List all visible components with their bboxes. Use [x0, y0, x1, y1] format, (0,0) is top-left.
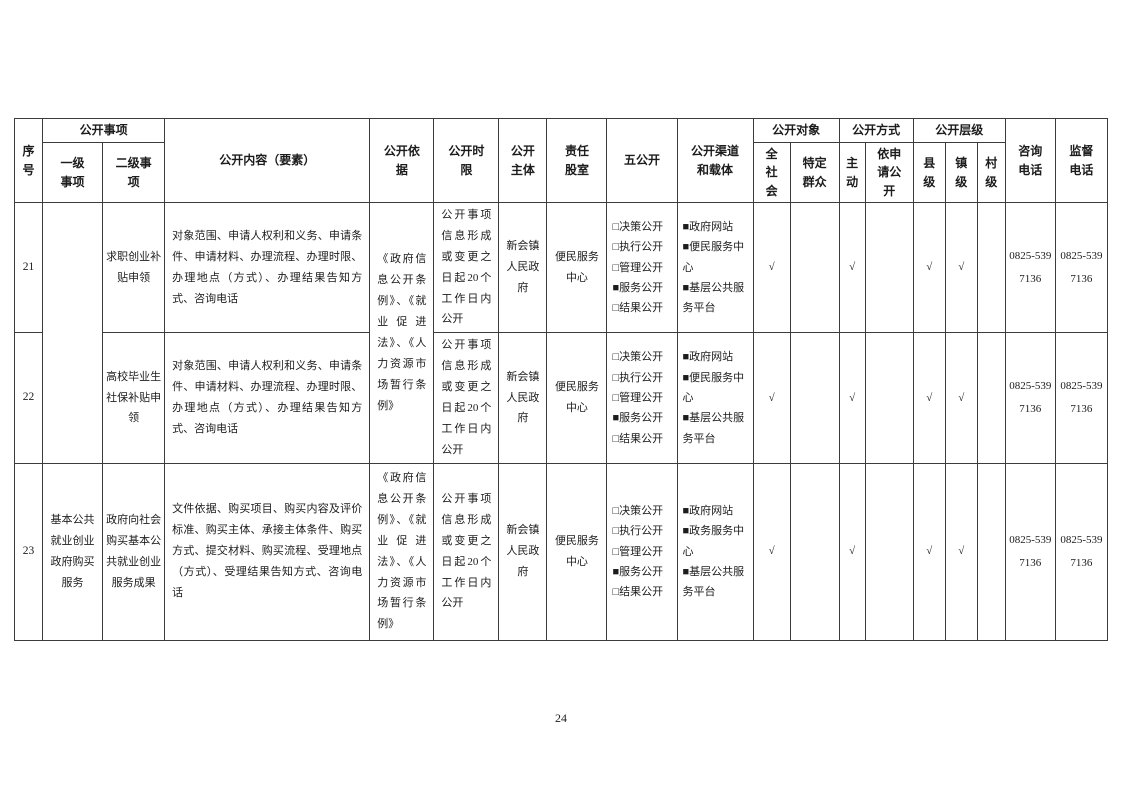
row23-serial: 23	[13, 462, 44, 641]
row22-time-limit: 公开事项信息形成或变更之日起20个工作日内公开	[433, 332, 500, 464]
col-header-five-public: 五公开	[606, 118, 678, 203]
row22-town-checkmark: √	[944, 332, 978, 464]
table-row-21: 21 求职创业补贴申领 对象范围、申请人权利和义务、申请条件、申请材料、办理流程…	[13, 201, 1109, 464]
row22-department: 便民服务中心	[546, 332, 608, 464]
col-header-active: 主 动	[838, 142, 866, 203]
row23-level2: 政府向社会购买基本公共就业创业服务成果	[102, 462, 166, 641]
col-header-supervise-phone: 监督 电话	[1054, 118, 1109, 203]
row21-time-limit: 公开事项信息形成或变更之日起20个工作日内公开	[433, 201, 500, 334]
row21-whole-society-checkmark: √	[752, 201, 791, 334]
col-header-level1: 一级 事项	[42, 142, 104, 203]
row21-channels-checklist: ■政府网站 ■便民服务中心 ■基层公共服务平台	[676, 201, 754, 334]
row23-active-checkmark: √	[838, 462, 866, 641]
row22-consult-phone: 0825-5397136	[1004, 332, 1056, 464]
row23-level1: 基本公共就业创业政府购买服务	[42, 462, 104, 641]
col-header-town: 镇 级	[944, 142, 978, 203]
col-header-specific-group: 特定 群众	[789, 142, 840, 203]
row22-whole-society-checkmark: √	[752, 332, 791, 464]
row23-basis: 《政府信息公开条例》、《就业促进法》、《人力资源市场暂行条例》	[369, 462, 435, 641]
row21-22-basis: 《政府信息公开条例》、《就业促进法》、《人力资源市场暂行条例》	[369, 202, 435, 464]
col-header-content: 公开内容（要素）	[164, 118, 371, 203]
row23-content: 文件依据、购买项目、购买内容及评价标准、购买主体、承接主体条件、购买方式、提交材…	[164, 462, 371, 641]
page-number: 24	[555, 711, 567, 725]
row21-on-request-checkmark	[864, 201, 914, 334]
row23-department: 便民服务中心	[546, 462, 608, 641]
table-row-22: 22 高校毕业生社保补贴申领 对象范围、申请人权利和义务、申请条件、申请材料、办…	[13, 332, 1109, 464]
row21-content: 对象范围、申请人权利和义务、申请条件、申请材料、办理流程、办理时限、办理地点（方…	[164, 201, 371, 334]
row22-on-request-checkmark	[864, 332, 914, 464]
row22-five-public-checklist: □决策公开 □执行公开 □管理公开 ■服务公开 □结果公开	[606, 332, 678, 464]
row22-village-checkmark	[976, 332, 1006, 464]
row23-subject: 新会镇人民政府	[498, 462, 548, 641]
col-header-target-group: 公开对象	[752, 118, 840, 143]
header-row-sub: 一级 事项 二级事 项 全 社 会 特定 群众 主 动 依申 请公 开 县 级 …	[15, 142, 1108, 203]
row23-channels-checklist: ■政府网站 ■政务服务中心 ■基层公共服务平台	[676, 462, 754, 641]
row23-supervise-phone: 0825-5397136	[1054, 462, 1109, 641]
row23-time-limit: 公开事项信息形成或变更之日起20个工作日内公开	[433, 462, 500, 641]
row22-subject: 新会镇人民政府	[498, 332, 548, 464]
row21-22-level1	[42, 202, 104, 464]
row23-consult-phone: 0825-5397136	[1004, 462, 1056, 641]
row22-content: 对象范围、申请人权利和义务、申请条件、申请材料、办理流程、办理时限、办理地点（方…	[164, 332, 371, 464]
row22-county-checkmark: √	[912, 332, 946, 464]
col-header-subject: 公开 主体	[498, 118, 548, 203]
col-header-method-group: 公开方式	[838, 118, 914, 143]
row22-level2: 高校毕业生社保补贴申领	[102, 332, 166, 464]
row23-whole-society-checkmark: √	[752, 462, 791, 641]
col-header-level2: 二级事 项	[102, 142, 166, 203]
col-header-whole-society: 全 社 会	[752, 142, 791, 203]
row21-five-public-checklist: □决策公开 □执行公开 □管理公开 ■服务公开 □结果公开	[606, 201, 678, 334]
row21-subject: 新会镇人民政府	[498, 201, 548, 334]
row21-serial: 21	[13, 201, 44, 334]
row23-five-public-checklist: □决策公开 □执行公开 □管理公开 ■服务公开 □结果公开	[606, 462, 678, 641]
col-header-basis: 公开依 据	[369, 118, 435, 203]
row23-specific-group-checkmark	[789, 462, 840, 641]
row22-supervise-phone: 0825-5397136	[1054, 332, 1109, 464]
table-row-23: 23 基本公共就业创业政府购买服务 政府向社会购买基本公共就业创业服务成果 文件…	[13, 462, 1109, 641]
col-header-county: 县 级	[912, 142, 946, 203]
header-row-groups: 序 号 公开事项 公开内容（要素） 公开依 据 公开时 限 公开 主体 责任 股…	[13, 118, 1109, 203]
col-header-time-limit: 公开时 限	[433, 118, 500, 203]
row23-village-checkmark	[976, 462, 1006, 641]
row21-department: 便民服务中心	[546, 201, 608, 334]
col-header-department: 责任 股室	[546, 118, 608, 203]
row21-town-checkmark: √	[944, 201, 978, 334]
row23-on-request-checkmark	[864, 462, 914, 641]
col-header-public-matters: 公开事项	[42, 118, 166, 143]
row23-county-checkmark: √	[912, 462, 946, 641]
row21-village-checkmark	[976, 201, 1006, 334]
row23-town-checkmark: √	[944, 462, 978, 641]
row22-serial: 22	[13, 332, 44, 464]
row21-consult-phone: 0825-5397136	[1004, 201, 1056, 334]
col-header-channels: 公开渠道 和载体	[676, 118, 754, 203]
row21-county-checkmark: √	[912, 201, 946, 334]
row22-active-checkmark: √	[838, 332, 866, 464]
row21-supervise-phone: 0825-5397136	[1054, 201, 1109, 334]
col-header-level-group: 公开层级	[912, 118, 1006, 143]
row21-level2: 求职创业补贴申领	[102, 201, 166, 334]
col-header-village: 村 级	[976, 142, 1006, 203]
col-header-on-request: 依申 请公 开	[864, 142, 914, 203]
row21-active-checkmark: √	[838, 201, 866, 334]
row22-specific-group-checkmark	[789, 332, 840, 464]
row22-channels-checklist: ■政府网站 ■便民服务中心 ■基层公共服务平台	[676, 332, 754, 464]
disclosure-table: 序 号 公开事项 公开内容（要素） 公开依 据 公开时 限 公开 主体 责任 股…	[13, 118, 1109, 641]
col-header-serial: 序 号	[13, 118, 44, 203]
col-header-consult-phone: 咨询 电话	[1004, 118, 1056, 203]
row21-specific-group-checkmark	[789, 201, 840, 334]
